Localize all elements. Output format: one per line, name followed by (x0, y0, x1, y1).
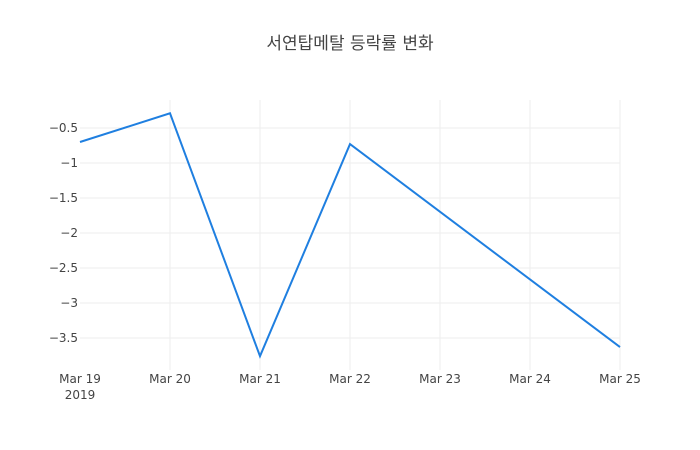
x-tick-label: Mar 24 (509, 372, 551, 386)
x-gridlines (169, 100, 621, 370)
y-axis-tick-labels: −0.5 −1 −1.5 −2 −2.5 −3 −3.5 (49, 121, 78, 345)
y-tick-label: −1 (60, 156, 78, 170)
y-tick-label: −3.5 (49, 331, 78, 345)
x-tick-label: Mar 20 (149, 372, 191, 386)
chart-title: 서연탑메탈 등락률 변화 (266, 34, 434, 54)
x-tick-label: Mar 21 (239, 372, 281, 386)
y-tick-label: −3 (60, 296, 78, 310)
series-line[interactable] (79, 112, 621, 359)
y-tick-label: −2 (60, 226, 78, 240)
x-tick-label: Mar 19 (59, 372, 101, 386)
y-tick-label: −0.5 (49, 121, 78, 135)
x-tick-year-label: 2019 (65, 388, 96, 402)
x-axis-tick-labels: Mar 19 2019 Mar 20 Mar 21 Mar 22 Mar 23 Mar 24… (59, 372, 641, 402)
y-tick-label: −2.5 (49, 261, 78, 275)
y-tick-label: −1.5 (49, 191, 78, 205)
x-tick-label: Mar 25 (599, 372, 641, 386)
x-tick-label: Mar 22 (329, 372, 371, 386)
x-tick-label: Mar 23 (419, 372, 461, 386)
y-gridlines (80, 127, 620, 339)
